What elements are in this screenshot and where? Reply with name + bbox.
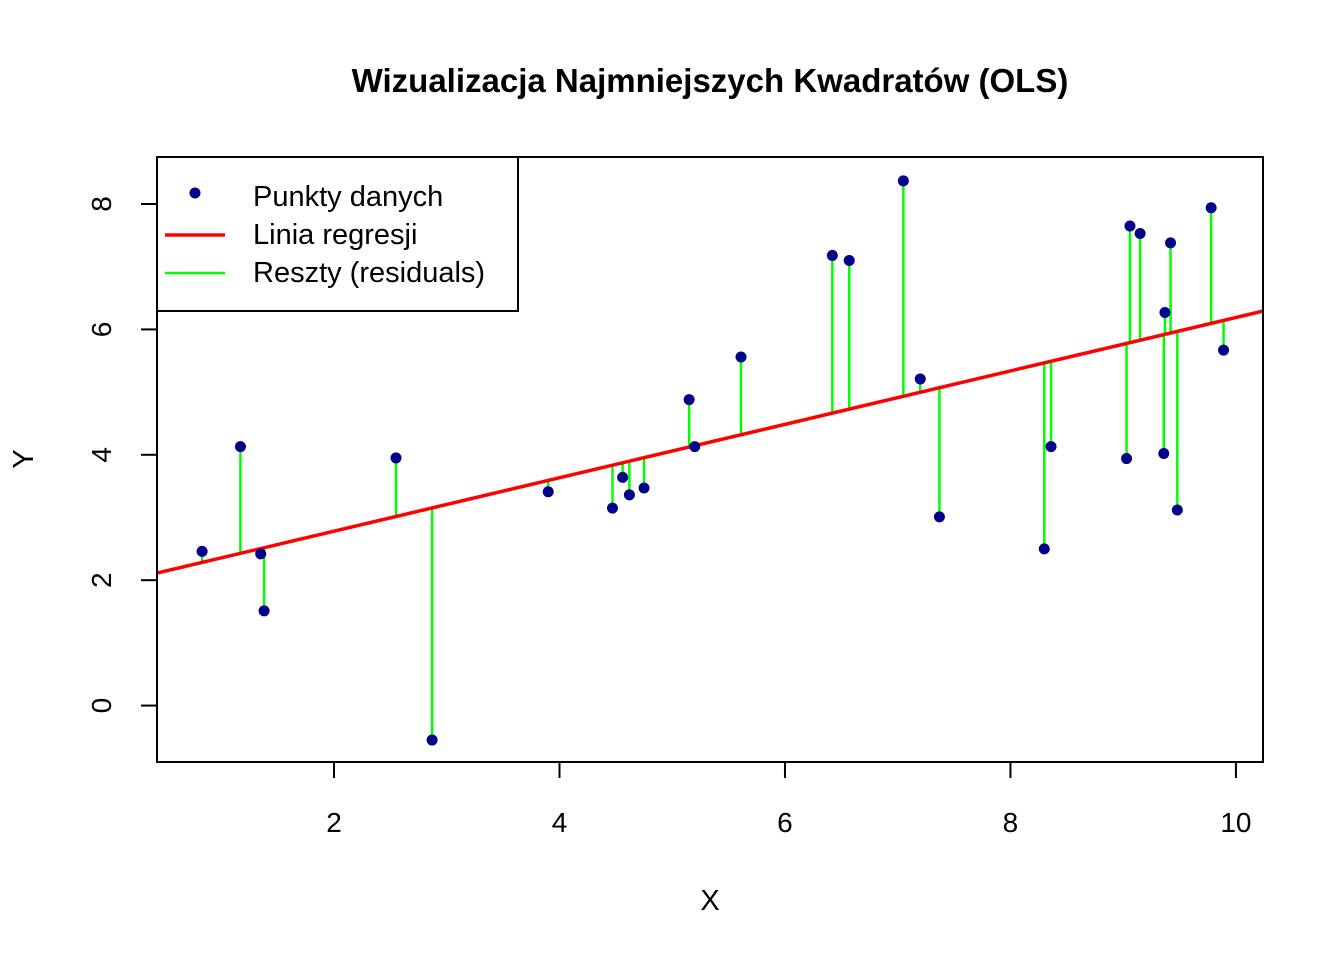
data-point [689, 441, 701, 453]
data-point [390, 452, 402, 464]
data-point [914, 373, 926, 385]
y-tick-label: 6 [86, 322, 117, 338]
x-axis-label: X [700, 885, 719, 917]
legend-point-marker [189, 187, 201, 199]
regression-line [157, 309, 1263, 575]
data-point [735, 351, 747, 363]
legend: Punkty danych Linia regresji Reszty (resid… [156, 156, 519, 312]
data-point [258, 605, 270, 617]
data-point [1218, 344, 1230, 356]
data-point [1045, 441, 1057, 453]
data-point [542, 486, 554, 498]
data-point [623, 489, 635, 501]
chart-title: Wizualizacja Najmniejszych Kwadratów (OL… [352, 62, 1069, 99]
data-point [897, 175, 909, 187]
x-tick-label: 10 [1220, 807, 1251, 838]
data-point [617, 471, 629, 483]
y-axis: 0 2 4 6 8 [86, 196, 158, 714]
regression-layer [157, 309, 1263, 575]
data-point [1159, 306, 1171, 318]
data-point [1205, 202, 1217, 214]
x-tick-label: 6 [777, 807, 793, 838]
y-tick-label: 2 [86, 572, 117, 588]
data-point [234, 441, 246, 453]
data-point [1124, 220, 1136, 232]
data-point [606, 502, 618, 514]
data-point [1038, 543, 1050, 555]
legend-label: Reszty (residuals) [253, 257, 485, 289]
data-point [1171, 504, 1183, 516]
points-layer [196, 175, 1230, 746]
data-point [638, 482, 650, 494]
x-tick-label: 4 [552, 807, 568, 838]
data-point [933, 511, 945, 523]
data-point [426, 734, 438, 746]
data-point [843, 254, 855, 266]
x-axis: 2 4 6 8 10 [326, 761, 1252, 838]
legend-label: Punkty danych [253, 181, 443, 213]
x-tick-label: 2 [326, 807, 342, 838]
residuals-layer [200, 180, 1225, 741]
y-tick-label: 4 [86, 447, 117, 463]
data-point [196, 545, 208, 557]
y-tick-label: 8 [86, 196, 117, 212]
y-tick-label: 0 [86, 698, 117, 714]
data-point [1165, 237, 1177, 249]
x-tick-label: 8 [1003, 807, 1019, 838]
data-point [1121, 453, 1133, 465]
y-axis-label: Y [8, 449, 40, 468]
data-point [1134, 227, 1146, 239]
data-point [255, 548, 267, 560]
legend-label: Linia regresji [253, 219, 417, 251]
data-point [826, 249, 838, 261]
data-point [1158, 448, 1170, 460]
data-point [683, 394, 695, 406]
